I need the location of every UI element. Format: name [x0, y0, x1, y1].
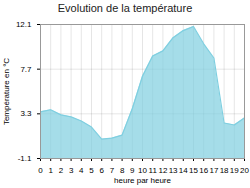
svg-text:-1.1: -1.1	[18, 154, 32, 163]
svg-text:6: 6	[99, 166, 104, 175]
svg-text:18: 18	[220, 166, 229, 175]
svg-text:17: 17	[209, 166, 218, 175]
svg-text:7.7: 7.7	[20, 65, 32, 74]
svg-text:8: 8	[120, 166, 125, 175]
svg-text:1: 1	[48, 166, 53, 175]
svg-text:Température en °C: Température en °C	[2, 58, 11, 125]
html-text:Evolution de la température: Evolution de la température	[57, 2, 193, 14]
svg-text:2: 2	[59, 166, 64, 175]
svg-text:7: 7	[110, 166, 115, 175]
svg-text:4: 4	[79, 166, 84, 175]
svg-text:heure par heure: heure par heure	[114, 176, 171, 185]
svg-text:3.3: 3.3	[20, 109, 32, 118]
svg-text:12: 12	[158, 166, 167, 175]
svg-text:0: 0	[38, 166, 43, 175]
svg-text:19: 19	[230, 166, 239, 175]
svg-text:15: 15	[189, 166, 198, 175]
svg-text:16: 16	[199, 166, 208, 175]
svg-text:11: 11	[149, 166, 158, 175]
svg-text:13: 13	[169, 166, 178, 175]
svg-text:12.1: 12.1	[16, 20, 32, 29]
svg-text:10: 10	[138, 166, 147, 175]
svg-text:20: 20	[240, 166, 249, 175]
svg-text:5: 5	[89, 166, 94, 175]
svg-text:14: 14	[179, 166, 188, 175]
svg-text:9: 9	[130, 166, 135, 175]
svg-text:3: 3	[69, 166, 74, 175]
